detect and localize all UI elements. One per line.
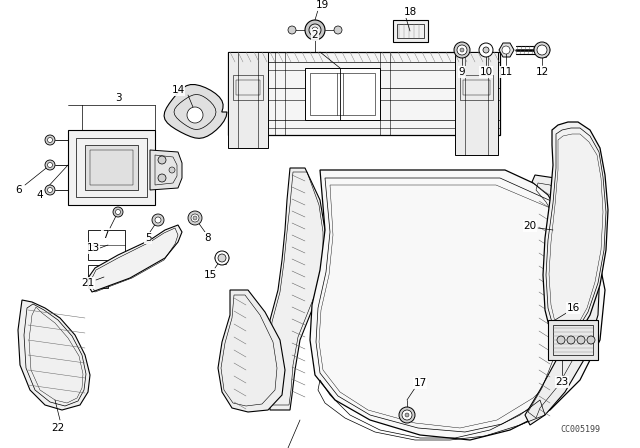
Circle shape [312, 27, 318, 33]
Circle shape [460, 48, 464, 52]
Circle shape [158, 174, 166, 182]
Text: 5: 5 [145, 233, 151, 243]
Polygon shape [228, 52, 500, 135]
Circle shape [155, 217, 161, 223]
Circle shape [158, 156, 166, 164]
Polygon shape [499, 43, 514, 57]
Circle shape [587, 336, 595, 344]
Circle shape [557, 336, 565, 344]
Text: 11: 11 [499, 67, 513, 77]
Circle shape [309, 24, 321, 36]
Circle shape [537, 45, 547, 55]
Circle shape [288, 26, 296, 34]
Text: 6: 6 [16, 185, 22, 195]
Circle shape [454, 42, 470, 58]
Text: 10: 10 [479, 67, 493, 77]
Polygon shape [68, 130, 155, 205]
Circle shape [47, 188, 52, 193]
Polygon shape [393, 20, 428, 42]
Circle shape [567, 336, 575, 344]
Circle shape [218, 254, 226, 262]
Polygon shape [85, 145, 138, 190]
Circle shape [188, 211, 202, 225]
Text: 14: 14 [172, 85, 184, 95]
Text: 20: 20 [524, 221, 536, 231]
Circle shape [402, 410, 412, 420]
Circle shape [457, 45, 467, 55]
Circle shape [47, 138, 52, 142]
Circle shape [45, 135, 55, 145]
Circle shape [193, 216, 197, 220]
Text: 15: 15 [204, 270, 216, 280]
Text: 18: 18 [403, 7, 417, 17]
Circle shape [479, 43, 493, 57]
Circle shape [152, 214, 164, 226]
Circle shape [191, 214, 199, 222]
Circle shape [115, 210, 120, 215]
Circle shape [483, 47, 489, 53]
Circle shape [405, 413, 409, 417]
Circle shape [45, 185, 55, 195]
Text: 21: 21 [81, 278, 95, 288]
Text: CC005199: CC005199 [560, 426, 600, 435]
Circle shape [45, 160, 55, 170]
Circle shape [334, 26, 342, 34]
Text: 19: 19 [316, 0, 328, 10]
Polygon shape [228, 52, 268, 148]
Text: 9: 9 [459, 67, 465, 77]
Polygon shape [268, 168, 325, 410]
Polygon shape [164, 85, 227, 138]
Polygon shape [548, 320, 598, 360]
Polygon shape [150, 150, 182, 190]
Text: 4: 4 [36, 190, 44, 200]
Circle shape [534, 42, 550, 58]
Circle shape [305, 20, 325, 40]
Text: 2: 2 [312, 30, 318, 40]
Circle shape [502, 46, 510, 54]
Text: 16: 16 [566, 303, 580, 313]
Text: 7: 7 [102, 230, 108, 240]
Polygon shape [305, 68, 380, 120]
Circle shape [215, 251, 229, 265]
Polygon shape [218, 290, 285, 412]
Circle shape [399, 407, 415, 423]
Polygon shape [543, 122, 608, 345]
Polygon shape [525, 175, 600, 425]
Circle shape [577, 336, 585, 344]
Text: 23: 23 [556, 377, 568, 387]
Text: 22: 22 [51, 423, 65, 433]
Circle shape [169, 167, 175, 173]
Polygon shape [310, 170, 605, 440]
Circle shape [187, 107, 203, 123]
Text: 8: 8 [205, 233, 211, 243]
Text: 13: 13 [86, 243, 100, 253]
Polygon shape [455, 52, 498, 155]
Circle shape [113, 207, 123, 217]
Text: 12: 12 [536, 67, 548, 77]
Polygon shape [88, 225, 182, 292]
Circle shape [47, 163, 52, 168]
Text: 3: 3 [115, 93, 122, 103]
Text: 17: 17 [413, 378, 427, 388]
Polygon shape [18, 300, 90, 410]
